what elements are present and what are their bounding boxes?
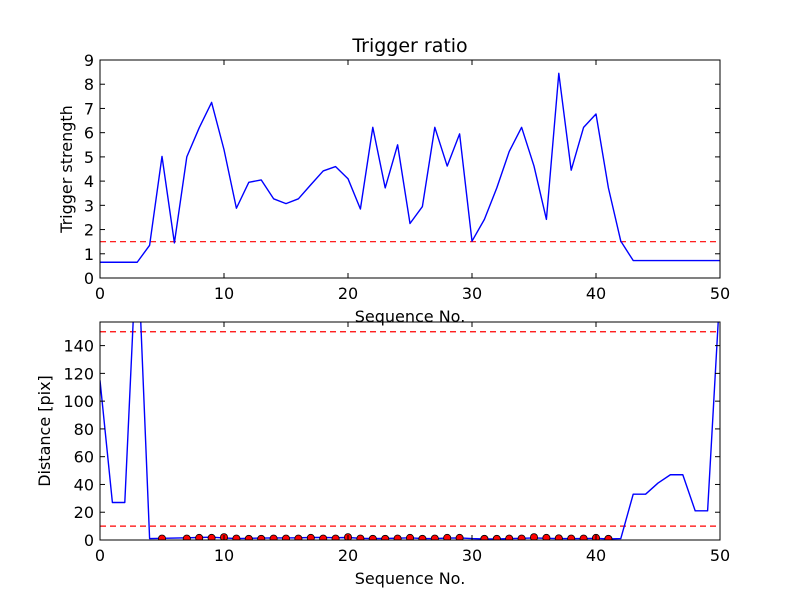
x-tick-label: 20 [338,284,358,303]
x-tick-label: 0 [95,546,105,565]
y-tick-label: 7 [84,99,94,118]
x-tick-label: 30 [462,546,482,565]
y-tick-label: 8 [84,75,94,94]
x-tick-label: 50 [710,284,730,303]
data-point-marker [182,534,191,540]
plot-frame [99,321,721,541]
y-tick-label: 0 [84,269,94,288]
y-tick-label: 1 [84,245,94,264]
y-tick-label: 120 [63,364,94,383]
data-point-marker [443,533,452,540]
y-tick-label: 60 [74,448,94,467]
data-point-marker [430,534,439,540]
data-point-marker [244,534,253,540]
data-point-marker [517,534,526,540]
y-tick-label: 40 [74,475,94,494]
x-tick-label: 0 [95,284,105,303]
trigger-ratio-chart: Trigger ratio 0 10 20 30 40 50 0 1 2 3 4 5 6 7 8 9 Sequ… [57,35,730,326]
data-point-marker [368,534,377,540]
data-point-marker [604,534,613,540]
data-point-marker [492,534,501,540]
data-point-marker [331,534,340,540]
y-tick-label: 140 [63,337,94,356]
y-tick-label: 80 [74,420,94,439]
data-point-marker [554,534,563,540]
x-tick-label: 40 [586,546,606,565]
data-point-marker [269,534,278,540]
y-axis-label: Trigger strength [57,105,76,234]
x-axis-label: Sequence No. [355,307,466,326]
y-tick-label: 100 [63,392,94,411]
data-point-marker [542,533,551,540]
data-point-marker [480,534,489,540]
data-point-marker [455,533,464,540]
data-point-marker [195,533,204,540]
data-point-marker [158,534,166,540]
data-point-marker [282,534,290,540]
x-axis-label: Sequence No. [355,569,466,588]
data-point-marker [530,533,538,540]
data-point-marker [418,534,427,540]
plot-area: 0 10 20 30 40 50 0 20 40 60 80 100 120 140 [63,321,730,565]
data-point-marker [319,534,328,540]
y-tick-label: 6 [84,124,94,143]
data-point-marker [579,534,588,540]
y-tick-label: 5 [84,148,94,167]
data-point-marker [505,534,514,540]
x-tick-label: 40 [586,284,606,303]
data-point-marker [567,534,576,540]
data-point-marker [306,533,315,540]
y-tick-label: 20 [74,503,94,522]
x-tick-label: 30 [462,284,482,303]
data-point-marker [257,534,266,540]
distance-chart: 0 10 20 30 40 50 0 20 40 60 80 100 120 140 Sequence N… [35,321,730,588]
y-axis-label: Distance [pix] [35,375,54,487]
data-point-marker [393,534,402,540]
data-point-marker [356,534,365,540]
x-tick-label: 50 [710,546,730,565]
y-tick-label: 4 [84,172,94,191]
y-tick-label: 2 [84,221,94,240]
data-point-marker [381,534,390,540]
y-tick-label: 9 [84,51,94,70]
y-tick-label: 3 [84,196,94,215]
plot-frame [99,59,721,279]
y-tick-label: 0 [84,531,94,550]
data-point-marker [294,534,303,540]
chart-title: Trigger ratio [351,35,467,57]
x-tick-label: 10 [214,284,234,303]
data-point-marker [406,533,414,540]
x-tick-label: 20 [338,546,358,565]
plot-area: 0 10 20 30 40 50 0 1 2 3 4 5 6 7 8 9 [84,51,730,303]
data-point-marker [207,533,216,540]
series-line [100,72,720,263]
data-point-marker [232,534,241,540]
x-tick-label: 10 [214,546,234,565]
